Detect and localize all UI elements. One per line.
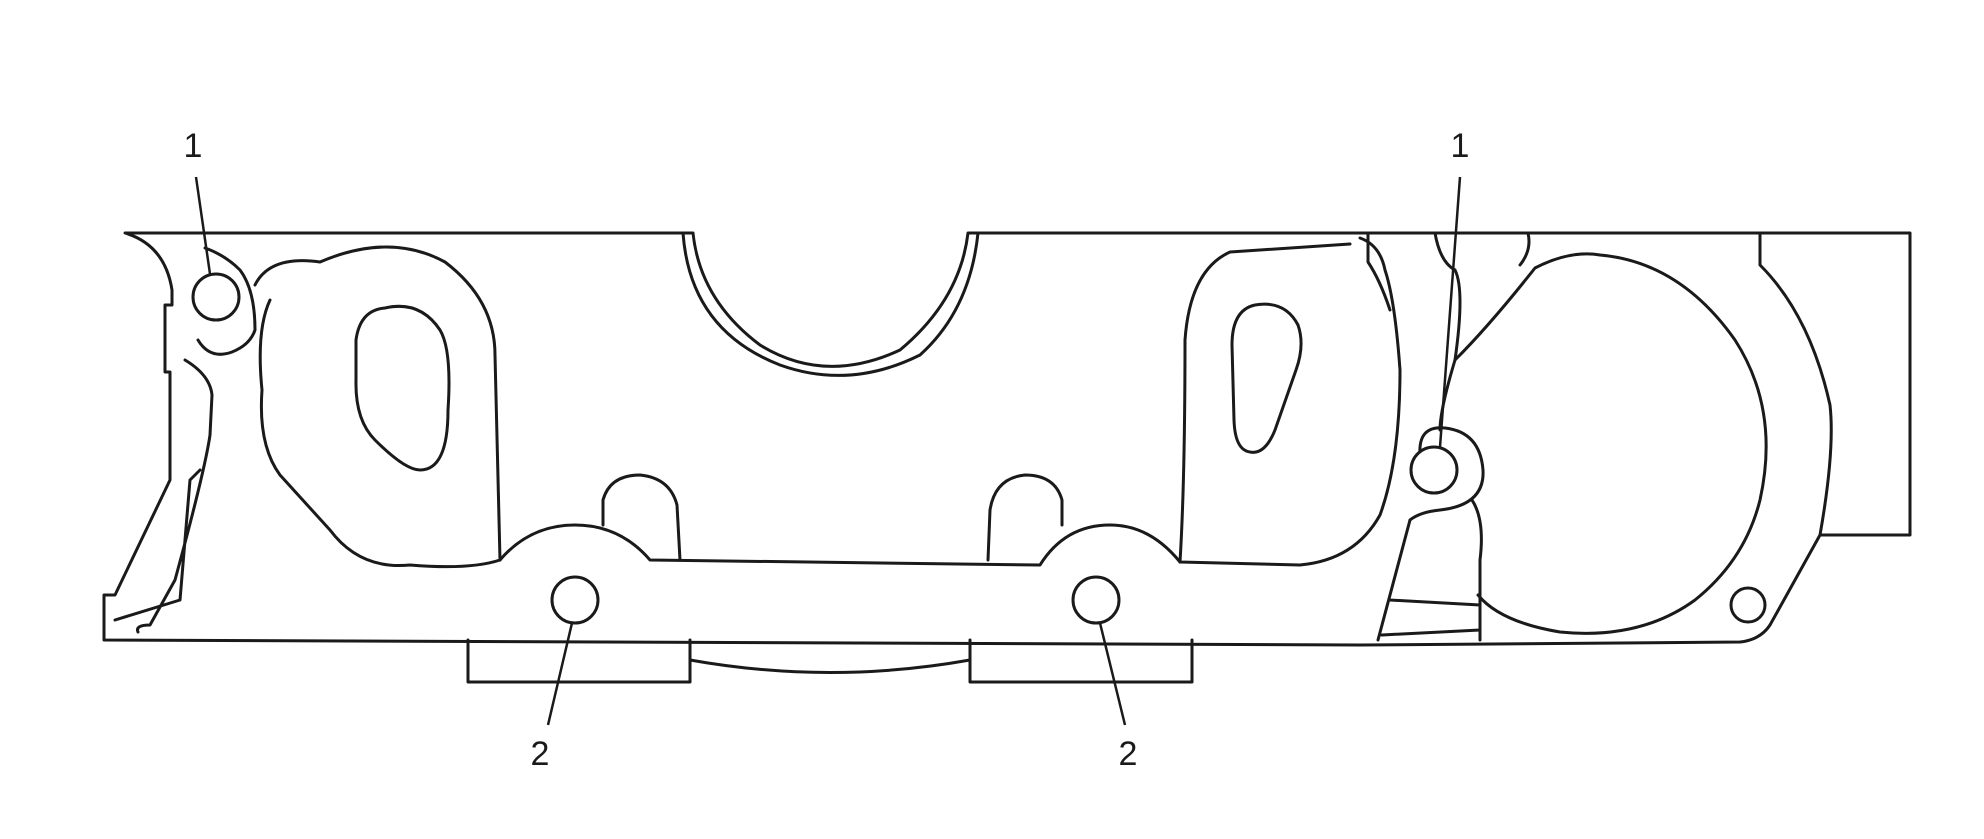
exhaust-flange-left	[253, 245, 502, 569]
bottom-pad-left	[466, 638, 692, 684]
timing-lower-lines	[1376, 498, 1483, 642]
exhaust-flange-right	[1178, 236, 1402, 567]
leader-line-2-right	[1098, 622, 1127, 726]
boss-left	[601, 473, 682, 562]
callout-label-1-right: 1	[1451, 127, 1470, 165]
exhaust-port-right	[1230, 302, 1303, 454]
bolt-hole-2-left	[550, 575, 600, 625]
bottom-pad-right	[968, 638, 1194, 684]
leader-line-1-right	[1438, 176, 1462, 448]
camshaft-bore-inner	[681, 231, 980, 377]
leader-line-1-left	[194, 176, 212, 275]
head-main-outline	[102, 231, 1912, 647]
flange-center-rib	[498, 523, 1182, 567]
bolt-hole-1-right	[1409, 445, 1459, 495]
exhaust-port-left	[354, 304, 451, 472]
left-end-detail	[113, 358, 214, 634]
bolt-boss-right	[1408, 426, 1485, 522]
callout-label-1-left: 1	[184, 127, 203, 165]
bottom-arc	[688, 658, 972, 674]
small-hole-right	[1729, 586, 1767, 624]
callout-label-2-right: 2	[1119, 735, 1138, 773]
timing-cover-outline	[1453, 252, 1768, 635]
bolt-hole-1-left	[191, 272, 241, 322]
leader-line-2-left	[546, 622, 574, 726]
callout-label-2-left: 2	[531, 735, 550, 773]
left-boss	[196, 246, 257, 356]
boss-right	[986, 473, 1064, 562]
bolt-hole-2-right	[1071, 575, 1121, 625]
timing-cover-flange	[1758, 231, 1833, 537]
